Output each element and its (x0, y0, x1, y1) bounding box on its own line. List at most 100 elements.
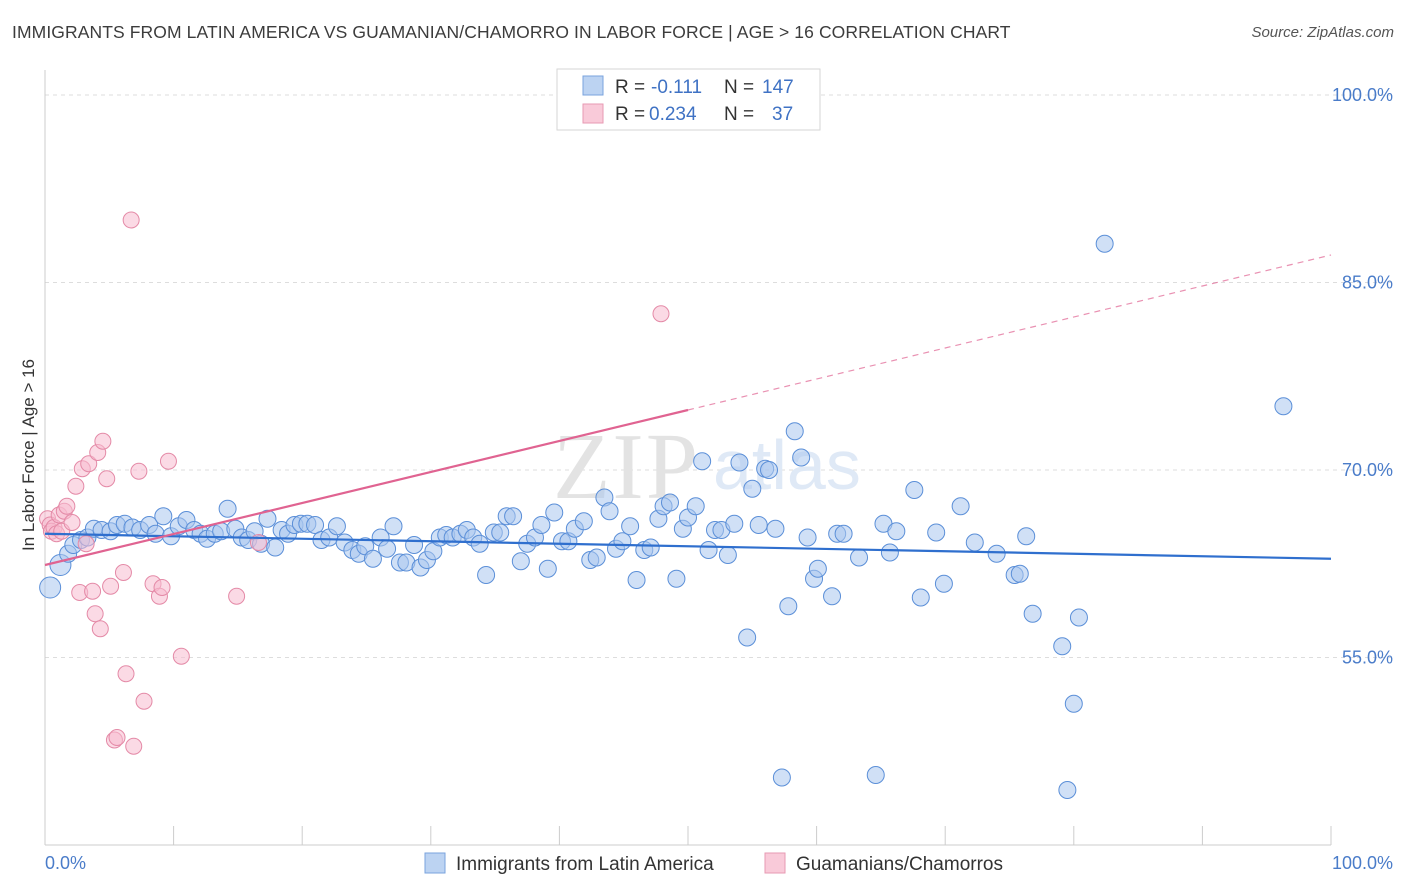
latin-america-point-95 (699, 541, 718, 559)
y-axis-label: In Labor Force | Age > 16 (19, 359, 38, 551)
latin-america-point-90 (667, 569, 686, 588)
latin-america-point-15 (154, 507, 173, 526)
guamanian-trend-line (44, 408, 689, 567)
latin-america-point-72 (545, 503, 564, 522)
guamanian-point-13 (77, 535, 95, 553)
grid-lines (45, 94, 1392, 658)
guamanian-point-20 (98, 470, 116, 488)
chart-title: IMMIGRANTS FROM LATIN AMERICA VS GUAMANI… (12, 22, 1011, 42)
latin-america-point-136 (1069, 608, 1088, 627)
latin-america-point-80 (600, 502, 619, 521)
legend-n-value-blue: 147 (762, 77, 794, 98)
latin-america-point-31 (266, 538, 285, 557)
latin-america-point-116 (834, 524, 853, 543)
legend-swatch-blue (582, 75, 604, 96)
bottom-legend-swatch-blue (424, 852, 446, 874)
latin-america-point-117 (850, 548, 869, 567)
latin-america-point-94 (693, 452, 712, 471)
guamanian-point-18 (91, 620, 109, 638)
latin-america-point-114 (823, 587, 842, 606)
latin-america-point-128 (987, 544, 1006, 563)
latin-america-point-138 (1274, 397, 1293, 416)
legend-r-value-pink: 0.234 (649, 104, 697, 125)
legend-r-label-pink: R = (615, 104, 645, 125)
x-tick-label-1: 100.0% (1332, 853, 1393, 873)
bottom-legend-label-blue: Immigrants from Latin America (456, 854, 714, 875)
latin-america-point-99 (725, 514, 744, 533)
guamanian-point-25 (117, 665, 135, 683)
y-tick-label-1: 70.0% (1342, 460, 1393, 480)
latin-america-point-126 (951, 497, 970, 516)
legend-swatch-pink (582, 103, 604, 124)
legend: R = -0.111 N = 147 R = 0.234 N = 37 (556, 68, 821, 131)
latin-america-point-98 (718, 546, 737, 564)
guamanian-point-34 (172, 647, 190, 665)
axes (44, 70, 1332, 846)
latin-america-point-133 (1053, 637, 1072, 656)
guamanian-point-35 (228, 587, 246, 605)
latin-america-point-107 (772, 768, 791, 787)
guamanian-point-9 (63, 514, 81, 531)
latin-america-point-100 (730, 453, 749, 472)
latin-america-point-67 (511, 552, 530, 571)
guamanian-point-32 (153, 579, 171, 596)
latin-america-point-71 (538, 559, 557, 578)
latin-america-point-120 (880, 543, 899, 562)
latin-america-point-118 (866, 766, 885, 784)
latin-america-point-110 (792, 448, 811, 467)
latin-america-point-64 (491, 523, 510, 542)
latin-america-point-113 (808, 559, 827, 578)
latin-america-point-86 (641, 538, 660, 557)
latin-america-point-105 (760, 461, 779, 479)
guamanian-point-10 (67, 477, 85, 495)
latin-america-point-111 (798, 528, 817, 547)
latin-america-point-93 (686, 497, 705, 516)
latin-america-point-0 (39, 576, 62, 599)
guamanian-point-15 (84, 582, 102, 600)
bottom-legend-swatch-pink (764, 852, 786, 874)
latin-america-point-37 (306, 516, 325, 534)
latin-america-point-131 (1017, 527, 1036, 546)
guamanian-point-29 (135, 692, 153, 710)
x-tick-label-0: 0.0% (45, 853, 86, 873)
series-guamanian-points (39, 211, 670, 755)
latin-america-point-121 (887, 522, 906, 541)
guamanian-point-16 (86, 605, 104, 623)
bottom-legend-label-pink: Guamanians/Chamorros (796, 854, 1003, 875)
legend-n-label-pink: N = (724, 104, 754, 125)
latin-america-point-134 (1058, 781, 1077, 799)
latin-america-point-89 (660, 493, 679, 512)
latin-america-point-24 (218, 499, 237, 518)
bottom-legend: Immigrants from Latin America Guamanians… (424, 852, 1003, 875)
y-tick-label-0: 55.0% (1342, 648, 1393, 668)
latin-america-point-66 (504, 507, 523, 526)
latin-america-point-109 (785, 422, 804, 441)
guamanian-point-14 (80, 455, 98, 473)
latin-america-point-122 (905, 481, 924, 499)
latin-america-point-48 (384, 517, 403, 536)
latin-america-trend-line (44, 532, 1332, 560)
latin-america-point-82 (613, 532, 632, 551)
latin-america-point-84 (627, 571, 646, 589)
guamanian-point-33 (159, 452, 177, 470)
latin-america-point-40 (327, 517, 346, 536)
guamanian-point-28 (130, 462, 148, 480)
legend-r-label-blue: R = (615, 77, 645, 98)
guamanian-point-21 (102, 577, 120, 595)
y-tick-label-3: 100.0% (1332, 85, 1393, 105)
guamanian-point-23 (108, 729, 126, 746)
latin-america-point-47 (378, 539, 397, 558)
latin-america-point-123 (911, 588, 930, 607)
latin-america-point-132 (1023, 604, 1042, 623)
latin-america-point-78 (587, 548, 606, 567)
series-latin-america-points (39, 234, 1293, 799)
latin-america-point-62 (477, 566, 496, 584)
guamanian-point-8 (58, 497, 76, 515)
guamanian-point-26 (122, 211, 140, 229)
latin-america-point-137 (1095, 234, 1114, 253)
latin-america-point-124 (927, 523, 946, 542)
latin-america-point-61 (470, 534, 489, 553)
latin-america-point-45 (363, 549, 382, 568)
y-tick-label-2: 85.0% (1342, 273, 1393, 293)
